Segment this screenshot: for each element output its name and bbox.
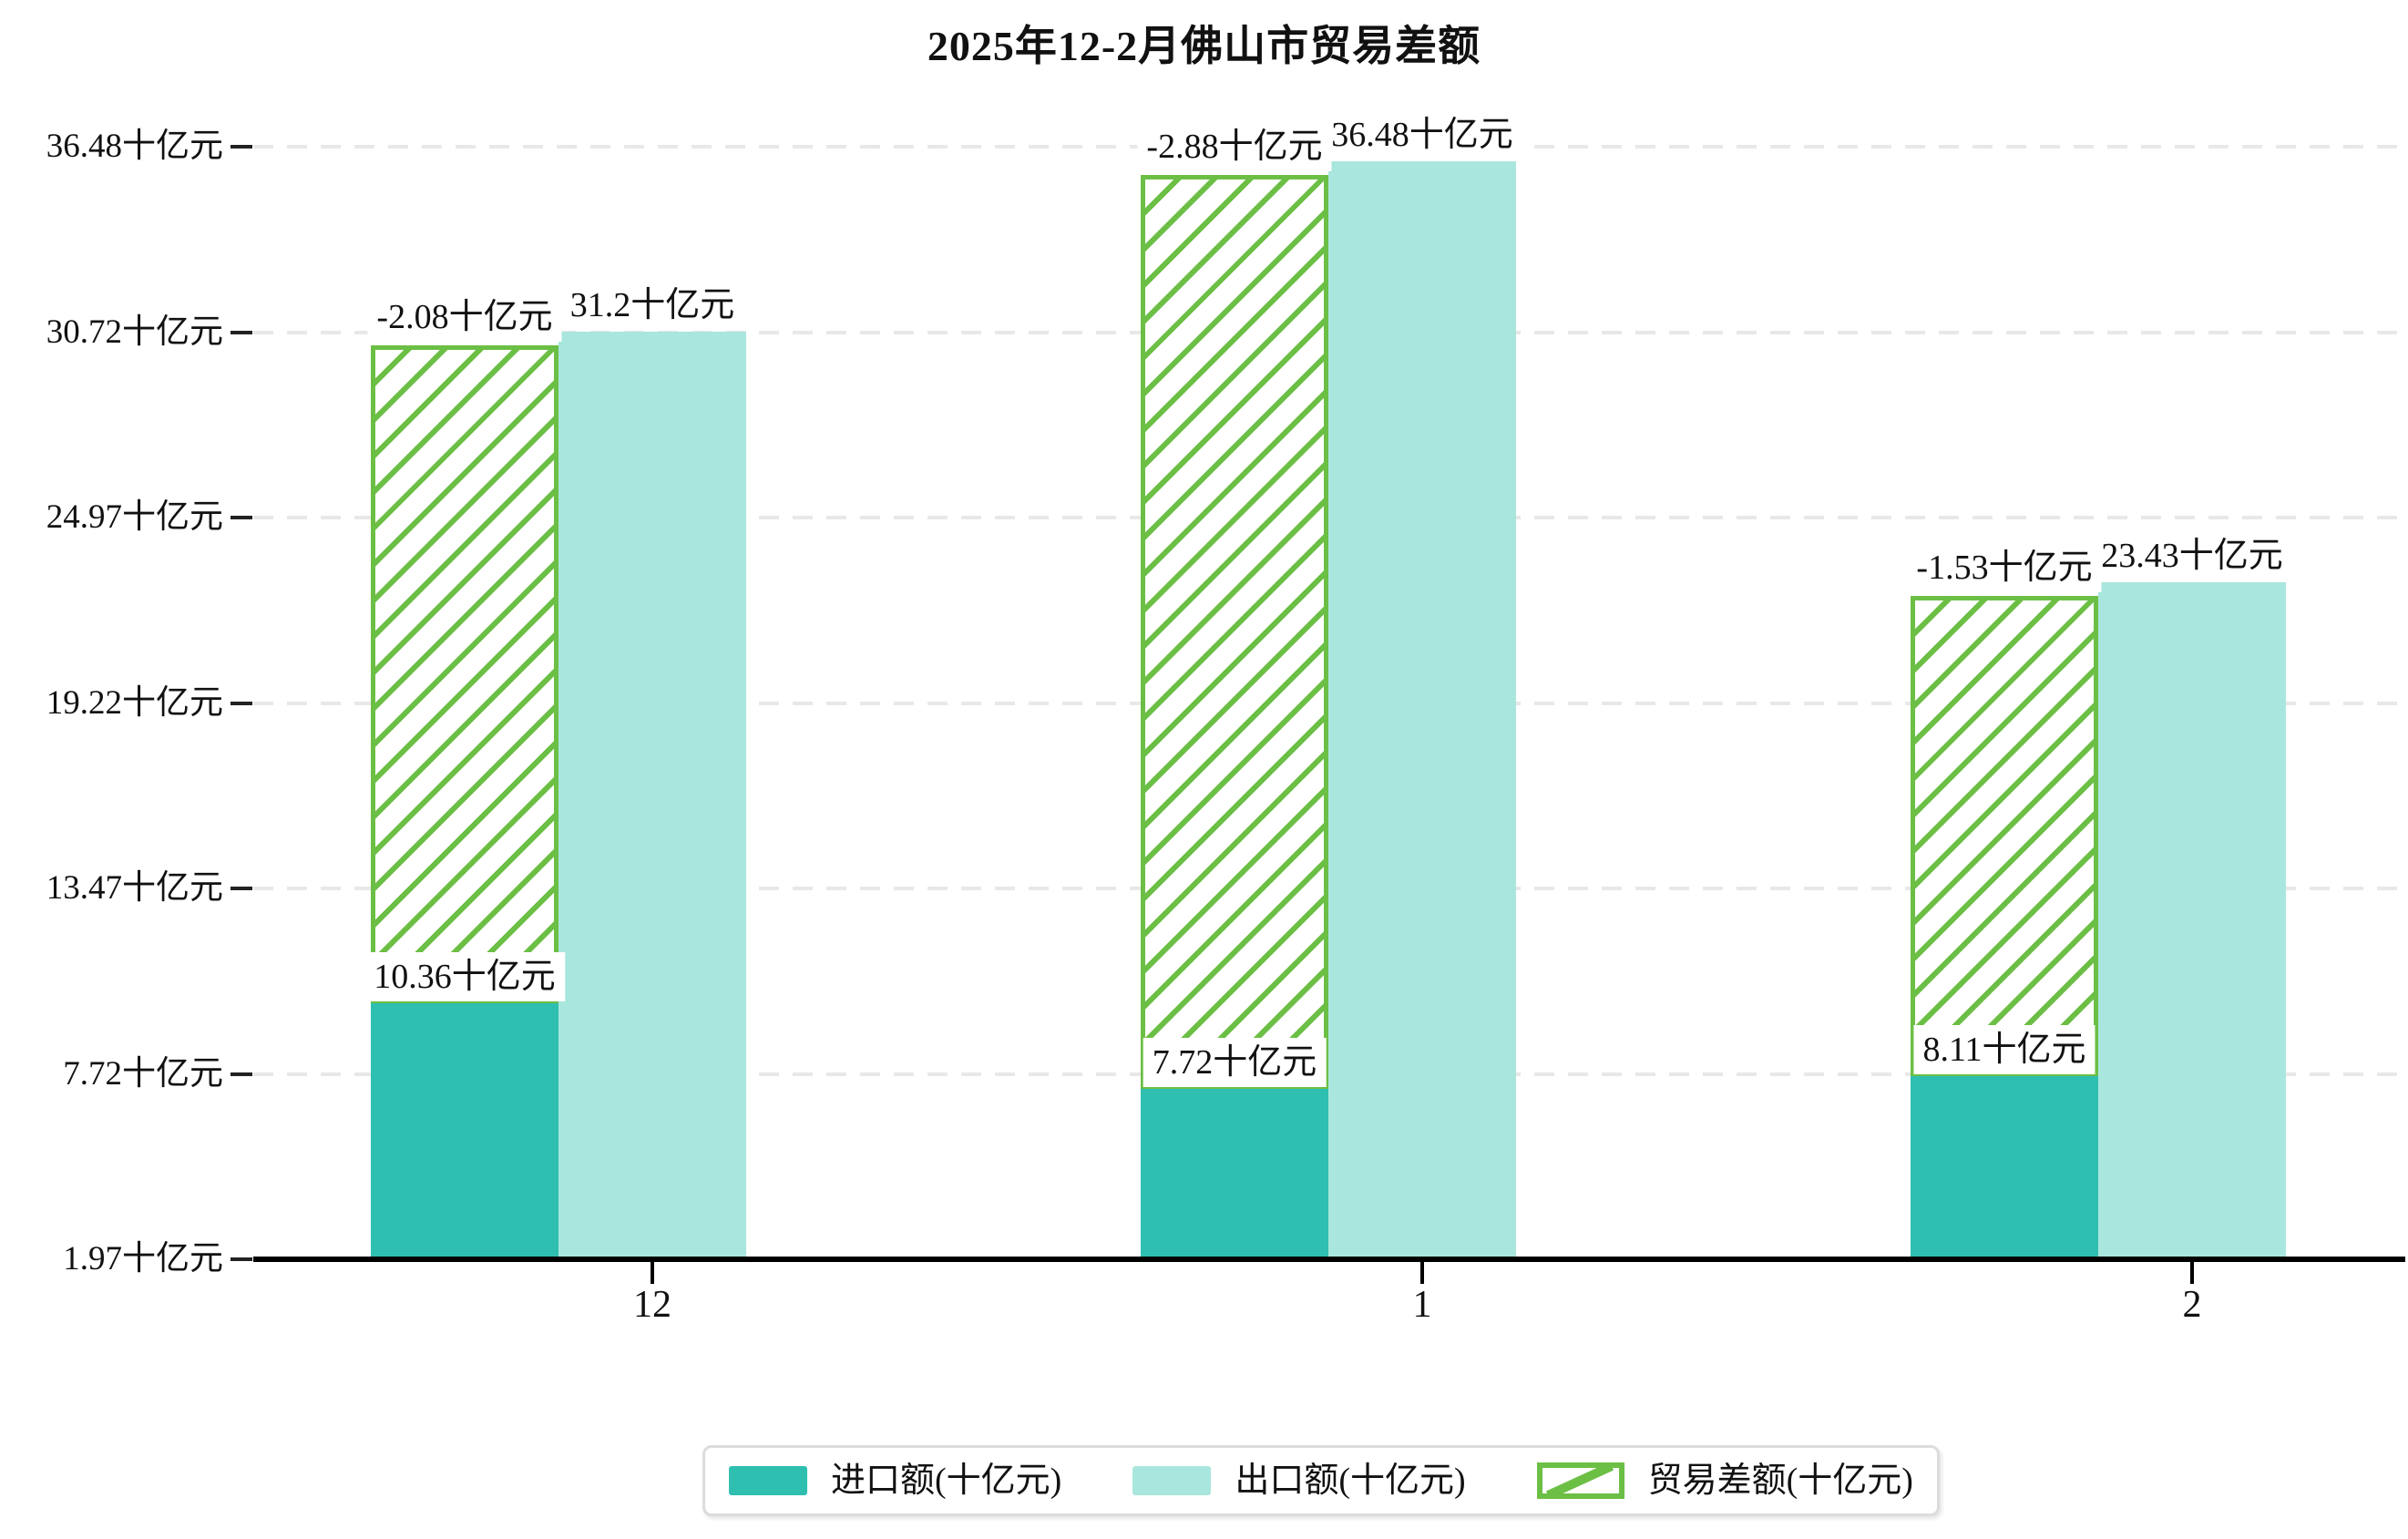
y-axis-tick-mark bbox=[231, 145, 252, 149]
y-axis-tick-label: 1.97十亿元 bbox=[63, 1240, 223, 1277]
bar-export-2[interactable] bbox=[2098, 581, 2286, 1259]
y-axis-tick-mark bbox=[231, 887, 252, 890]
bar-import-2[interactable] bbox=[1911, 1075, 2098, 1259]
data-label-export: 36.48十亿元 bbox=[1322, 110, 1522, 159]
data-label-export: 23.43十亿元 bbox=[2092, 530, 2292, 580]
x-axis-category-label: 1 bbox=[1412, 1284, 1432, 1326]
bar-import-1[interactable] bbox=[1141, 1088, 1328, 1259]
bar-trade-balance-1[interactable] bbox=[1141, 175, 1328, 1089]
bar-export-1[interactable] bbox=[1328, 161, 1516, 1259]
y-axis-tick-label: 36.48十亿元 bbox=[46, 128, 223, 165]
bar-import-12[interactable] bbox=[371, 1003, 558, 1259]
x-axis-category-label: 12 bbox=[633, 1284, 671, 1326]
x-axis-tick-mark bbox=[651, 1262, 654, 1284]
x-axis-line bbox=[253, 1257, 2405, 1262]
bar-export-12[interactable] bbox=[558, 331, 746, 1259]
y-axis-tick-label: 13.47十亿元 bbox=[46, 869, 223, 907]
y-axis-tick-mark bbox=[231, 1257, 252, 1261]
y-axis-tick-mark bbox=[231, 330, 252, 334]
x-axis-category-label: 2 bbox=[2182, 1284, 2202, 1326]
legend-item-export[interactable]: 出口额(十亿元) bbox=[1132, 1448, 1466, 1513]
legend-swatch-icon bbox=[729, 1466, 808, 1495]
y-axis-tick-mark bbox=[231, 1072, 252, 1076]
x-axis-tick-mark bbox=[1420, 1262, 1424, 1284]
y-axis-tick-mark bbox=[231, 701, 252, 705]
legend-swatch-hatch-icon bbox=[1536, 1462, 1624, 1499]
x-axis-tick-mark bbox=[2190, 1262, 2194, 1284]
y-axis-tick-label: 24.97十亿元 bbox=[46, 498, 223, 536]
chart-title: 2025年12-2月佛山市贸易差额 bbox=[927, 23, 1481, 69]
legend-item-trade-balance[interactable]: 贸易差额(十亿元) bbox=[1536, 1448, 1913, 1513]
legend-item-import[interactable]: 进口额(十亿元) bbox=[729, 1448, 1061, 1513]
y-axis-tick-mark bbox=[231, 516, 252, 519]
legend-swatch-icon bbox=[1132, 1466, 1212, 1495]
bar-trade-balance-12[interactable] bbox=[371, 344, 558, 1004]
legend-label: 贸易差额(十亿元) bbox=[1647, 1462, 1913, 1500]
data-label-import: 7.72十亿元 bbox=[1143, 1037, 1327, 1087]
y-axis-tick-label: 7.72十亿元 bbox=[63, 1054, 223, 1093]
data-label-import: 8.11十亿元 bbox=[1913, 1024, 2095, 1074]
legend: 进口额(十亿元) 出口额(十亿元) 贸易差额(十亿元) bbox=[702, 1445, 1940, 1516]
data-label-trade-balance: -2.08十亿元 bbox=[367, 292, 562, 342]
data-label-import: 10.36十亿元 bbox=[364, 952, 565, 1002]
y-axis-tick-label: 30.72十亿元 bbox=[46, 313, 223, 351]
bar-trade-balance-2[interactable] bbox=[1911, 595, 2098, 1076]
data-label-trade-balance: -1.53十亿元 bbox=[1907, 542, 2102, 592]
data-label-export: 31.2十亿元 bbox=[560, 280, 744, 330]
data-label-trade-balance: -2.88十亿元 bbox=[1137, 122, 1332, 171]
legend-label: 出口额(十亿元) bbox=[1235, 1462, 1466, 1500]
legend-label: 进口额(十亿元) bbox=[831, 1462, 1062, 1500]
y-axis-tick-label: 19.22十亿元 bbox=[46, 683, 223, 722]
